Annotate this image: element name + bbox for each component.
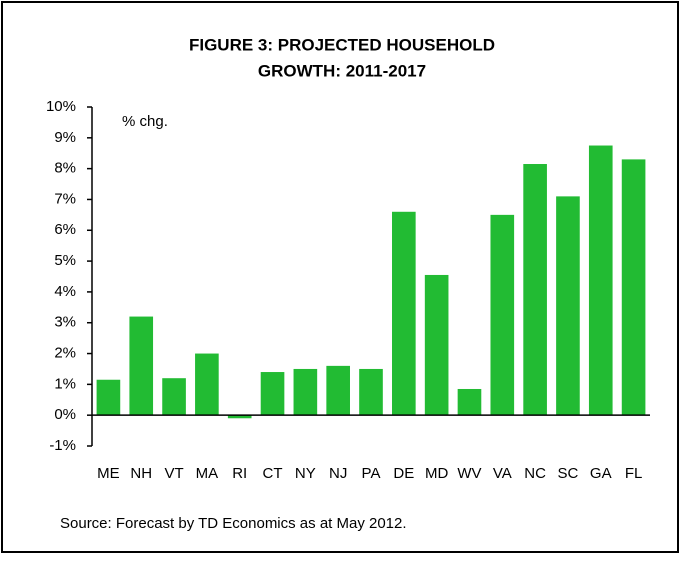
y-axis-label: % chg.: [122, 113, 168, 130]
y-tick-label: -1%: [49, 437, 76, 454]
x-tick-label: GA: [590, 465, 612, 482]
x-tick-label: MA: [196, 465, 219, 482]
bar: [227, 415, 252, 419]
bar: [490, 214, 515, 416]
y-tick-label: 1%: [54, 375, 76, 392]
x-tick-label: VT: [164, 465, 183, 482]
x-tick-label: WV: [457, 465, 481, 482]
y-tick-label: 9%: [54, 129, 76, 146]
y-tick-label: 7%: [54, 190, 76, 207]
x-tick-label: NJ: [329, 465, 347, 482]
chart-title: GROWTH: 2011-2017: [258, 61, 426, 80]
bar: [260, 372, 285, 416]
y-tick-label: 8%: [54, 160, 76, 177]
x-tick-label: CT: [263, 465, 283, 482]
bar: [326, 365, 350, 416]
frame: [1, 1, 679, 553]
x-tick-label: FL: [625, 465, 643, 482]
bar: [588, 145, 613, 416]
bar: [96, 379, 121, 416]
bar: [424, 274, 449, 416]
bar: [359, 368, 383, 416]
bar: [523, 164, 547, 416]
x-tick-label: NC: [524, 465, 546, 482]
bar: [392, 211, 416, 416]
y-tick-label: 2%: [54, 345, 76, 362]
bar: [195, 353, 219, 416]
x-tick-label: RI: [232, 465, 247, 482]
bar: [457, 388, 482, 416]
y-tick-label: 4%: [54, 283, 76, 300]
bar: [556, 196, 580, 416]
x-tick-label: PA: [362, 465, 381, 482]
bar: [129, 316, 154, 416]
source: Source: Forecast by TD Economics as at M…: [60, 515, 407, 532]
x-tick-label: MD: [425, 465, 448, 482]
chart-title: FIGURE 3: PROJECTED HOUSEHOLD: [189, 35, 495, 54]
x-tick-label: ME: [97, 465, 120, 482]
y-tick-label: 10%: [46, 98, 76, 115]
y-tick-label: 6%: [54, 221, 76, 238]
x-tick-label: NY: [295, 465, 316, 482]
y-tick-label: 0%: [54, 406, 76, 423]
x-tick-label: VA: [493, 465, 512, 482]
y-tick-label: 5%: [54, 252, 76, 269]
y-tick-label: 3%: [54, 314, 76, 331]
bar: [162, 378, 186, 416]
x-tick-label: DE: [393, 465, 414, 482]
x-tick-label: SC: [558, 465, 579, 482]
bar: [621, 159, 646, 416]
x-tick-label: NH: [130, 465, 152, 482]
bar: [293, 368, 318, 416]
